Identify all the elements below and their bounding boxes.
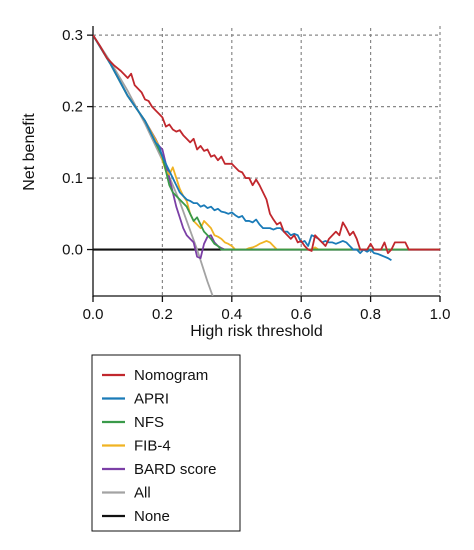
legend-label-none: None (134, 508, 170, 525)
x-tick-label: 0.6 (291, 306, 312, 323)
x-tick-label: 0.2 (152, 306, 173, 323)
legend-label-apri: APRI (134, 391, 169, 408)
grid-lines (93, 28, 440, 296)
x-tick-label: 0.0 (83, 306, 104, 323)
legend-label-bard-score: BARD score (134, 461, 217, 478)
series-line-nfs (93, 34, 440, 251)
series-lines (93, 34, 440, 296)
axes (87, 26, 441, 302)
legend-label-nfs: NFS (134, 414, 164, 431)
legend-label-all: All (134, 485, 151, 502)
series-line-all (93, 34, 214, 296)
y-tick-label: 0.2 (62, 99, 83, 116)
y-tick-label: 0.0 (62, 242, 83, 259)
y-tick-label: 0.3 (62, 27, 83, 44)
series-line-apri (93, 34, 392, 262)
legend-box (91, 354, 241, 532)
series-line-nomogram (93, 34, 440, 255)
x-axis-label: High risk threshold (190, 323, 323, 340)
tick-labels: 0.0 0.2 0.4 0.6 0.8 1.0 0.0 0.1 0.2 0.3 (62, 27, 450, 323)
x-tick-label: 0.8 (360, 306, 381, 323)
legend: Nomogram APRI NFS FIB-4 BARD score All None (91, 354, 241, 532)
y-axis-label: Net benefit (21, 113, 38, 191)
series-line-bard-score (93, 34, 440, 260)
series-line-fib-4 (93, 34, 440, 251)
x-tick-label: 1.0 (430, 306, 451, 323)
legend-label-fib-4: FIB-4 (134, 438, 171, 455)
legend-label-nomogram: Nomogram (134, 367, 208, 384)
y-tick-label: 0.1 (62, 170, 83, 187)
x-tick-label: 0.4 (221, 306, 242, 323)
